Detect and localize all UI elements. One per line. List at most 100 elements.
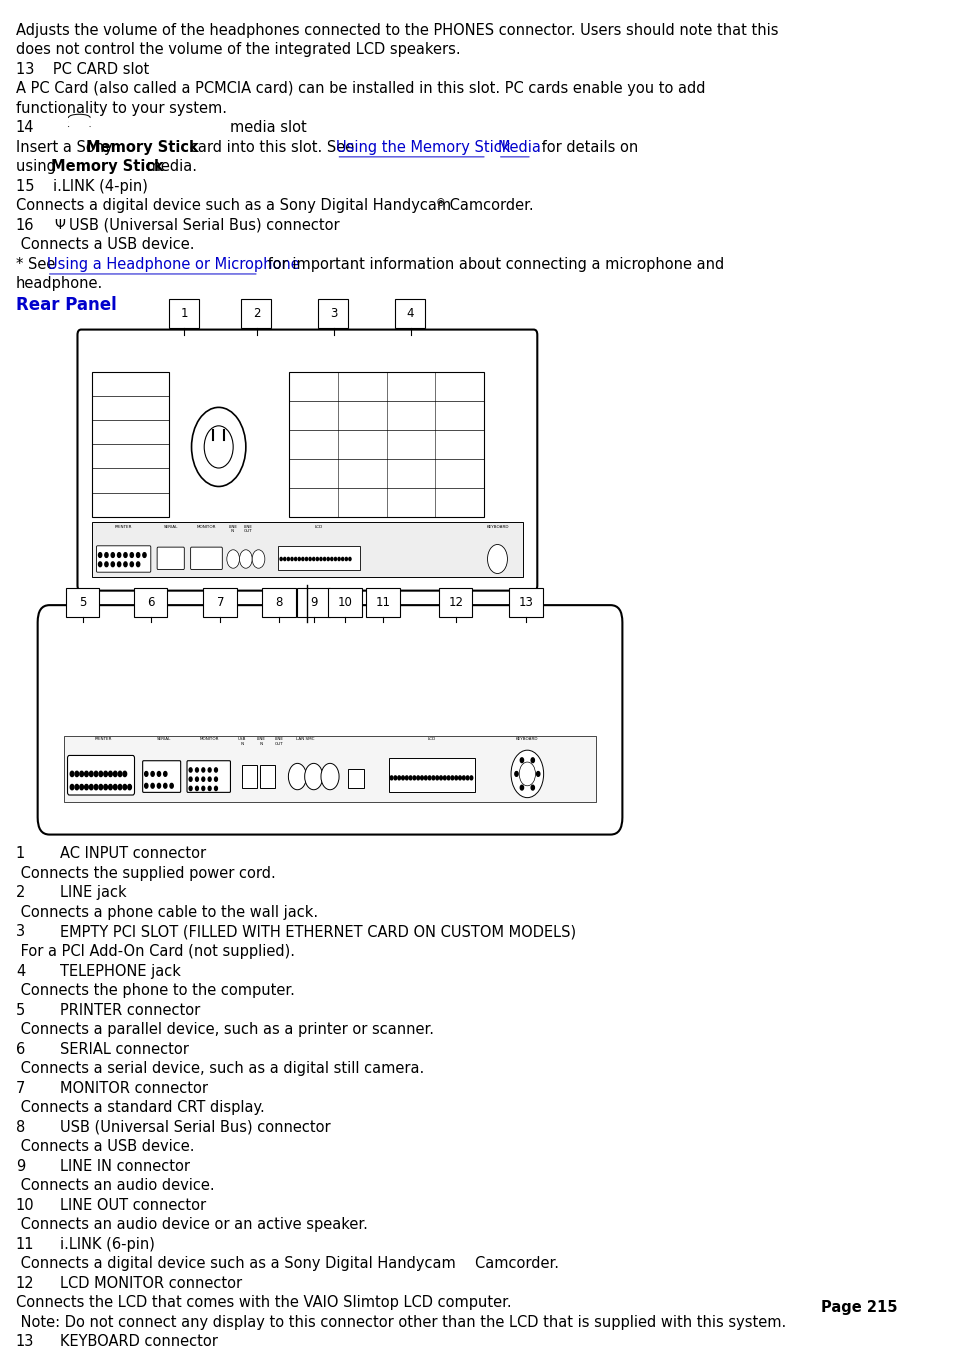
Circle shape: [432, 775, 435, 780]
Text: ®: ®: [436, 199, 445, 208]
Text: 14: 14: [16, 120, 34, 135]
FancyBboxPatch shape: [96, 546, 151, 573]
Text: 3: 3: [330, 307, 337, 320]
Circle shape: [109, 785, 112, 790]
Circle shape: [94, 771, 98, 777]
FancyBboxPatch shape: [157, 547, 184, 570]
Circle shape: [117, 553, 121, 558]
Circle shape: [113, 771, 117, 777]
FancyBboxPatch shape: [187, 761, 231, 793]
Circle shape: [118, 785, 122, 790]
Text: does not control the volume of the integrated LCD speakers.: does not control the volume of the integ…: [16, 42, 460, 57]
Bar: [262, 588, 295, 617]
Circle shape: [71, 785, 73, 790]
Circle shape: [298, 558, 300, 561]
Text: LINE
OUT: LINE OUT: [244, 524, 253, 534]
Text: LCD: LCD: [427, 738, 436, 740]
Text: 12: 12: [16, 1275, 34, 1290]
Text: 13    PC CARD slot: 13 PC CARD slot: [16, 62, 149, 77]
Text: LCD MONITOR connector: LCD MONITOR connector: [60, 1275, 242, 1290]
Circle shape: [316, 558, 318, 561]
FancyBboxPatch shape: [191, 547, 222, 570]
FancyBboxPatch shape: [77, 330, 537, 590]
Circle shape: [123, 771, 127, 777]
Circle shape: [104, 785, 108, 790]
Circle shape: [71, 771, 73, 777]
Bar: [438, 588, 472, 617]
Bar: [69, 127, 91, 130]
Circle shape: [195, 767, 198, 771]
Bar: [91, 372, 169, 517]
Circle shape: [99, 785, 103, 790]
Text: Connects the LCD that comes with the VAIO Slimtop LCD computer.: Connects the LCD that comes with the VAI…: [16, 1296, 511, 1310]
Circle shape: [164, 771, 167, 777]
Bar: [296, 588, 330, 617]
Circle shape: [288, 763, 306, 790]
Circle shape: [394, 775, 396, 780]
Text: for details on: for details on: [536, 139, 638, 155]
Circle shape: [436, 775, 438, 780]
Text: for important information about connecting a microphone and: for important information about connecti…: [263, 257, 724, 272]
Text: Connects a parallel device, such as a printer or scanner.: Connects a parallel device, such as a pr…: [16, 1023, 434, 1038]
Circle shape: [214, 767, 217, 771]
Circle shape: [98, 553, 102, 558]
Circle shape: [151, 771, 154, 777]
Text: Camcorder.: Camcorder.: [444, 199, 533, 213]
Text: 5: 5: [79, 596, 87, 609]
Text: 12: 12: [448, 596, 463, 609]
Circle shape: [195, 777, 198, 781]
Circle shape: [345, 558, 347, 561]
Circle shape: [105, 553, 108, 558]
Bar: [69, 122, 91, 126]
Circle shape: [341, 558, 343, 561]
Text: USB
IN: USB IN: [237, 738, 246, 746]
FancyBboxPatch shape: [37, 605, 621, 835]
Circle shape: [157, 771, 160, 777]
Bar: [64, 736, 596, 801]
Circle shape: [189, 786, 192, 790]
Circle shape: [145, 771, 148, 777]
Text: LINE IN connector: LINE IN connector: [60, 1159, 190, 1174]
Text: Media: Media: [497, 139, 541, 155]
Circle shape: [458, 775, 461, 780]
Circle shape: [301, 558, 304, 561]
Text: Using the Memory Stick: Using the Memory Stick: [336, 139, 510, 155]
Text: Note: Do not connect any display to this connector other than the LCD that is su: Note: Do not connect any display to this…: [16, 1315, 785, 1329]
Circle shape: [195, 786, 198, 790]
Text: Connects a serial device, such as a digital still camera.: Connects a serial device, such as a digi…: [16, 1061, 424, 1077]
Text: KEYBOARD connector: KEYBOARD connector: [60, 1335, 218, 1350]
Text: For a PCI Add-On Card (not supplied).: For a PCI Add-On Card (not supplied).: [16, 944, 294, 959]
Circle shape: [80, 771, 83, 777]
Bar: [69, 118, 91, 120]
Text: LINE
IN: LINE IN: [256, 738, 266, 746]
Text: KEYBOARD: KEYBOARD: [486, 524, 508, 528]
Circle shape: [143, 553, 146, 558]
Circle shape: [397, 775, 400, 780]
Circle shape: [104, 771, 108, 777]
Text: Ψ: Ψ: [54, 218, 65, 232]
Circle shape: [309, 558, 311, 561]
Text: 11: 11: [375, 596, 391, 609]
Text: 16: 16: [16, 218, 34, 232]
Circle shape: [170, 784, 173, 788]
Text: 1: 1: [180, 307, 188, 320]
Bar: [66, 588, 99, 617]
Text: MONITOR: MONITOR: [196, 524, 215, 528]
Circle shape: [519, 785, 523, 790]
Circle shape: [208, 767, 211, 771]
Text: 4: 4: [406, 307, 414, 320]
Circle shape: [313, 558, 314, 561]
Circle shape: [202, 767, 205, 771]
Bar: [348, 769, 364, 789]
Bar: [133, 588, 167, 617]
Text: MONITOR: MONITOR: [200, 738, 219, 740]
Text: 6: 6: [147, 596, 154, 609]
Circle shape: [487, 544, 507, 574]
Circle shape: [164, 784, 167, 788]
Bar: [169, 300, 198, 328]
Text: 3: 3: [16, 924, 25, 939]
Circle shape: [130, 562, 133, 566]
Circle shape: [331, 558, 333, 561]
Text: 7: 7: [216, 596, 224, 609]
Text: Connects a USB device.: Connects a USB device.: [16, 1139, 194, 1154]
